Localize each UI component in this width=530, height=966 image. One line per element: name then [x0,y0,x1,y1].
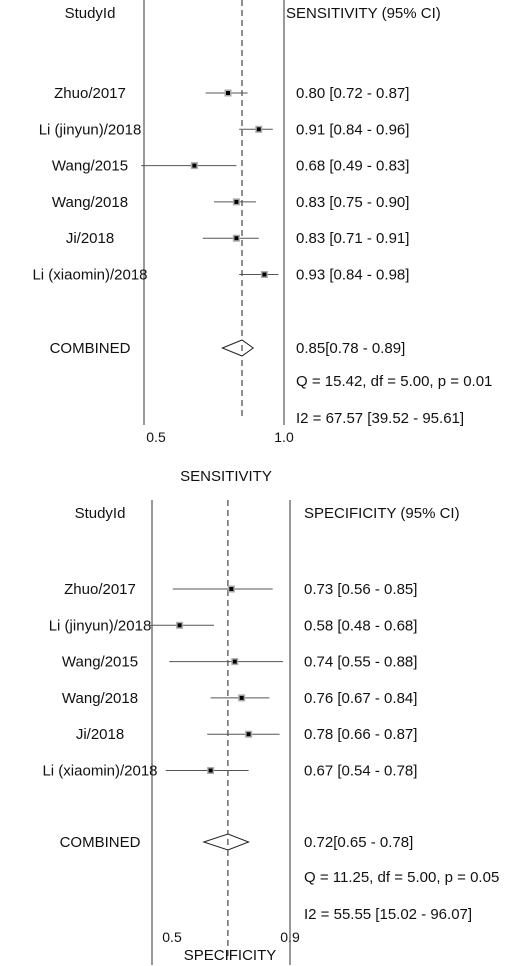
x-axis-title: SENSITIVITY [180,468,272,485]
header-studyid: StudyId [75,505,126,522]
study-point-estimate [246,732,251,737]
study-ci-label: 0.58 [0.48 - 0.68] [304,617,417,634]
combined-ci-label: 0.85[0.78 - 0.89] [296,340,405,357]
header-ci: SENSITIVITY (95% CI) [286,5,441,22]
study-point-estimate [256,127,261,132]
study-name: Li (xiaomin)/2018 [32,267,147,284]
heterogeneity-i2-stat: I2 = 55.55 [15.02 - 96.07] [304,906,472,923]
header-studyid: StudyId [65,5,116,22]
combined-diamond [202,833,250,851]
header-ci: SPECIFICITY (95% CI) [304,505,460,522]
study-name: Li (jinyun)/2018 [39,121,142,138]
study-point-estimate [239,695,244,700]
study-point-estimate [232,659,237,664]
study-name: Zhuo/2017 [64,581,136,598]
study-name: Li (jinyun)/2018 [49,617,152,634]
study-ci-label: 0.73 [0.56 - 0.85] [304,581,417,598]
x-axis-title: SPECIFICITY [184,947,277,964]
study-ci-label: 0.78 [0.66 - 0.87] [304,726,417,743]
x-tick-label: 0.5 [146,429,166,445]
study-name: Ji/2018 [76,726,124,743]
study-point-estimate [226,91,230,95]
x-tick-label: 1.0 [274,429,294,445]
study-ci-label: 0.93 [0.84 - 0.98] [296,267,409,284]
study-name: Zhuo/2017 [54,85,126,102]
combined-diamond [221,339,255,357]
study-name: Wang/2015 [52,158,128,175]
study-point-estimate [208,768,213,773]
study-name: Wang/2018 [52,194,128,211]
combined-label: COMBINED [60,834,141,851]
heterogeneity-q-stat: Q = 15.42, df = 5.00, p = 0.01 [296,373,492,390]
study-name: Wang/2018 [62,690,138,707]
heterogeneity-i2-stat: I2 = 67.57 [39.52 - 95.61] [296,410,464,427]
study-name: Wang/2015 [62,654,138,671]
heterogeneity-q-stat: Q = 11.25, df = 5.00, p = 0.05 [304,869,499,886]
study-point-estimate [262,272,267,277]
study-point-estimate [192,163,197,168]
study-point-estimate [177,623,182,628]
x-tick-label: 0.5 [162,929,182,945]
study-ci-label: 0.67 [0.54 - 0.78] [304,763,417,780]
study-ci-label: 0.76 [0.67 - 0.84] [304,690,417,707]
study-ci-label: 0.83 [0.75 - 0.90] [296,194,409,211]
study-point-estimate [234,236,239,241]
study-ci-label: 0.74 [0.55 - 0.88] [304,654,417,671]
forest-plot-2: StudyId SPECIFICITY (95% CI) Zhuo/2017 0.73… [42,500,499,965]
study-ci-label: 0.68 [0.49 - 0.83] [296,158,409,175]
study-ci-label: 0.80 [0.72 - 0.87] [296,85,409,102]
combined-label: COMBINED [50,340,131,357]
study-point-estimate [234,199,239,204]
study-ci-label: 0.91 [0.84 - 0.96] [296,121,409,138]
forest-plot-1: StudyId SENSITIVITY (95% CI) Zhuo/2017 0.80… [32,0,492,485]
x-tick-label: 0.9 [280,929,300,945]
study-name: Ji/2018 [66,230,114,247]
study-name: Li (xiaomin)/2018 [42,763,157,780]
combined-ci-label: 0.72[0.65 - 0.78] [304,834,413,851]
study-ci-label: 0.83 [0.71 - 0.91] [296,230,409,247]
study-point-estimate [229,587,234,591]
